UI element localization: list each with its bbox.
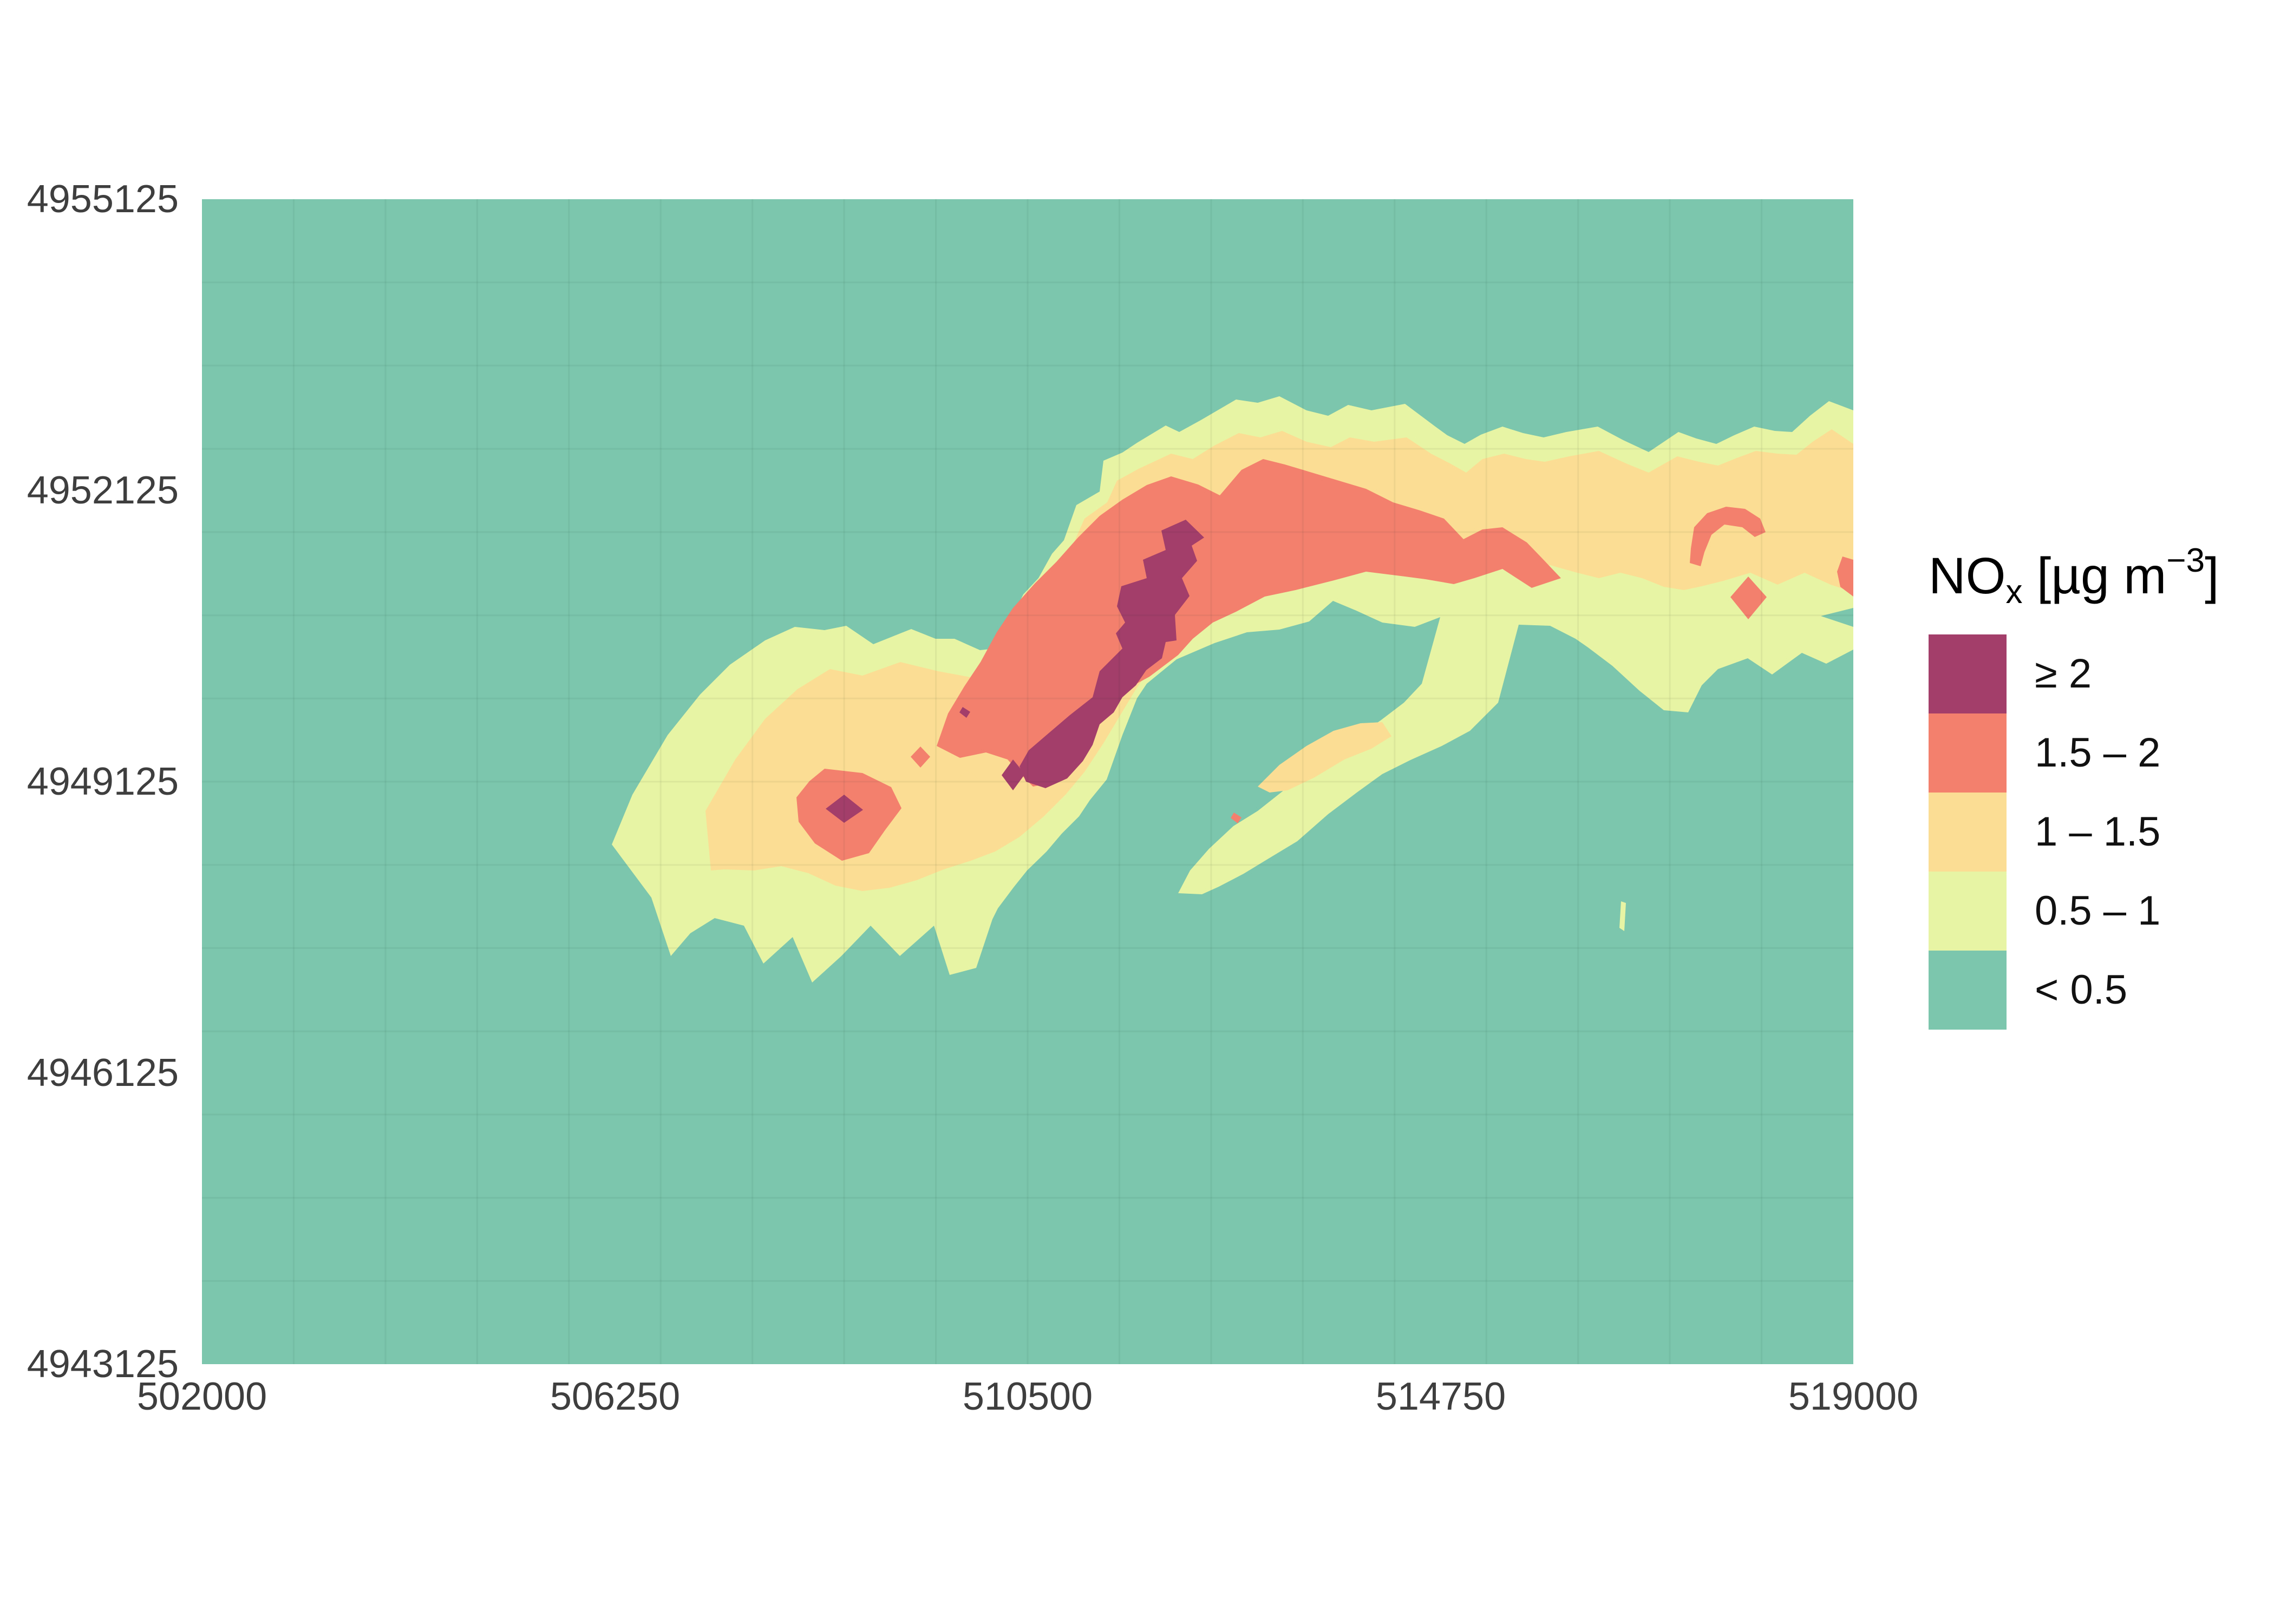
- contour-plot: [202, 199, 1853, 1364]
- legend-label-05-1: 0.5 – 1: [2035, 888, 2161, 934]
- legend-swatch-1-15: [1929, 793, 2007, 872]
- level-ge2-diamond-1: [1002, 759, 1025, 790]
- legend-swatch-lt05: [1929, 951, 2007, 1030]
- y-axis-label-4952125: 4952125: [27, 469, 179, 512]
- map-panel: [202, 199, 1853, 1364]
- x-axis-label-510500: 510500: [962, 1375, 1093, 1418]
- level-1-15-arm-streak: [1258, 722, 1391, 793]
- legend-label-lt05: < 0.5: [2035, 967, 2128, 1013]
- level-15-2-east-arc: [1690, 507, 1766, 566]
- y-axis-label-4943125: 4943125: [27, 1343, 179, 1386]
- x-axis-label-506250: 506250: [550, 1375, 681, 1418]
- level-15-2-edge-sliver: [1837, 556, 1853, 597]
- level-1-15-main: [705, 429, 1853, 891]
- x-axis-label-519000: 519000: [1788, 1375, 1919, 1418]
- legend-label-1-15: 1 – 1.5: [2035, 809, 2161, 855]
- level-ge2-main-core: [1020, 520, 1204, 788]
- legend-swatch-15-2: [1929, 713, 2007, 793]
- level-ge2-diamond-2: [826, 795, 863, 823]
- y-axis-label-4946125: 4946125: [27, 1051, 179, 1095]
- level-1-15-diamond: [957, 769, 979, 790]
- legend-label-ge2: ≥ 2: [2035, 651, 2092, 697]
- x-axis-label-502000: 502000: [136, 1375, 267, 1418]
- legend-swatch-ge2: [1929, 634, 2007, 713]
- level-ge2-dot: [959, 707, 970, 718]
- x-axis-label-514750: 514750: [1375, 1375, 1506, 1418]
- level-05-1-sliver: [1619, 901, 1626, 931]
- y-axis-label-4949125: 4949125: [27, 760, 179, 803]
- legend-swatch-05-1: [1929, 872, 2007, 951]
- legend-title: NOx [µg m−3]: [1929, 542, 2219, 611]
- level-15-2-arm-dot: [1231, 813, 1241, 823]
- level-15-2-east-diamond: [1730, 577, 1767, 619]
- level-15-2-diamond: [911, 746, 930, 768]
- panel-gridlines: [202, 199, 1853, 1364]
- y-axis-label-4955125: 4955125: [27, 178, 179, 221]
- legend-label-15-2: 1.5 – 2: [2035, 730, 2161, 776]
